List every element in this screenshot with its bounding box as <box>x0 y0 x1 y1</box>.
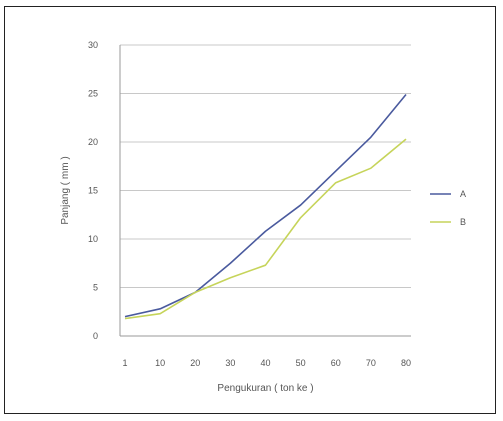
y-tick-label: 15 <box>88 186 98 196</box>
series-line-b <box>124 138 407 320</box>
legend-label-b: B <box>460 217 466 227</box>
x-tick-label: 30 <box>225 358 235 368</box>
legend: AB <box>430 189 466 227</box>
legend-label-a: A <box>460 189 466 199</box>
y-axis-title: Panjang ( mm ) <box>60 156 71 224</box>
x-tick-labels: 1 10 20 30 40 50 60 70 80 <box>122 358 411 368</box>
x-tick-label: 50 <box>296 358 306 368</box>
y-tick-label: 25 <box>88 89 98 99</box>
y-tick-label: 20 <box>88 137 98 147</box>
y-tick-label: 0 <box>93 331 98 341</box>
gridlines <box>119 44 411 337</box>
x-tick-label: 80 <box>401 358 411 368</box>
y-tick-label: 5 <box>93 283 98 293</box>
x-tick-label: 10 <box>155 358 165 368</box>
x-axis-title: Pengukuran ( ton ke ) <box>217 383 313 394</box>
series-lines <box>124 93 407 320</box>
x-tick-label: 70 <box>366 358 376 368</box>
y-tick-labels: 0 5 10 15 20 25 30 <box>88 40 98 341</box>
x-tick-label: 20 <box>190 358 200 368</box>
x-tick-label: 1 <box>122 358 127 368</box>
y-tick-label: 30 <box>88 40 98 50</box>
y-tick-label: 10 <box>88 234 98 244</box>
x-tick-label: 60 <box>331 358 341 368</box>
x-tick-label: 40 <box>260 358 270 368</box>
series-line-a <box>124 93 407 318</box>
